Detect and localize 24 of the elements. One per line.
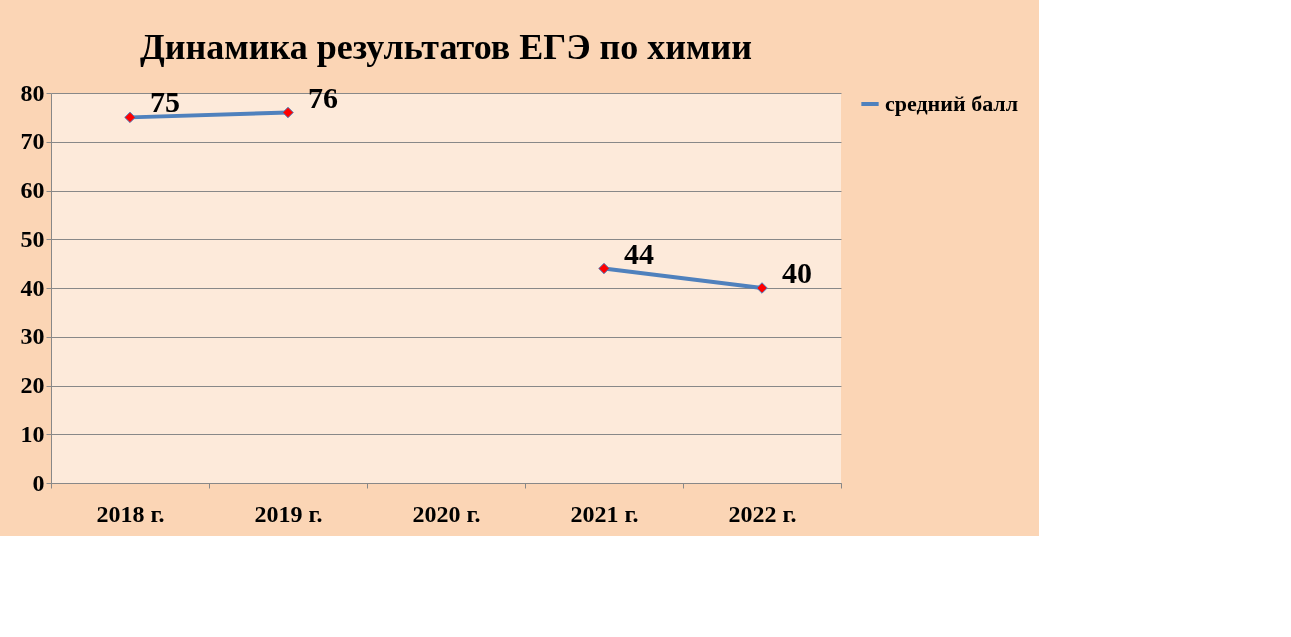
x-tick-label: 2019 г. [254, 500, 323, 527]
point [124, 111, 136, 124]
y-tick-label: 40 [20, 274, 45, 301]
x-tick-label: 2022 г. [728, 500, 797, 527]
y-tick-label: 10 [20, 420, 45, 447]
point [598, 262, 610, 275]
y-tick-label: 30 [20, 323, 45, 350]
point [282, 106, 294, 119]
point [756, 282, 768, 294]
legend-label: средний балл [885, 91, 1019, 116]
y-tick-label: 70 [20, 128, 45, 155]
y-tick-label: 60 [20, 177, 45, 203]
data-label: 75 [150, 85, 180, 119]
y-tick-label: 0 [32, 469, 45, 496]
data-label: 76 [308, 80, 338, 114]
y-tick-label: 50 [20, 225, 45, 252]
data-label: 40 [782, 256, 812, 289]
chart-title: Динамика результатов ЕГЭ по химии [139, 27, 753, 67]
x-tick-label: 2020 г. [412, 500, 481, 527]
data-label: 44 [624, 236, 654, 270]
y-tick-label: 80 [20, 79, 45, 106]
x-tick-label: 2021 г. [570, 500, 639, 527]
x-tick-label: 2018 г. [96, 500, 165, 527]
y-tick-label: 20 [20, 372, 45, 398]
